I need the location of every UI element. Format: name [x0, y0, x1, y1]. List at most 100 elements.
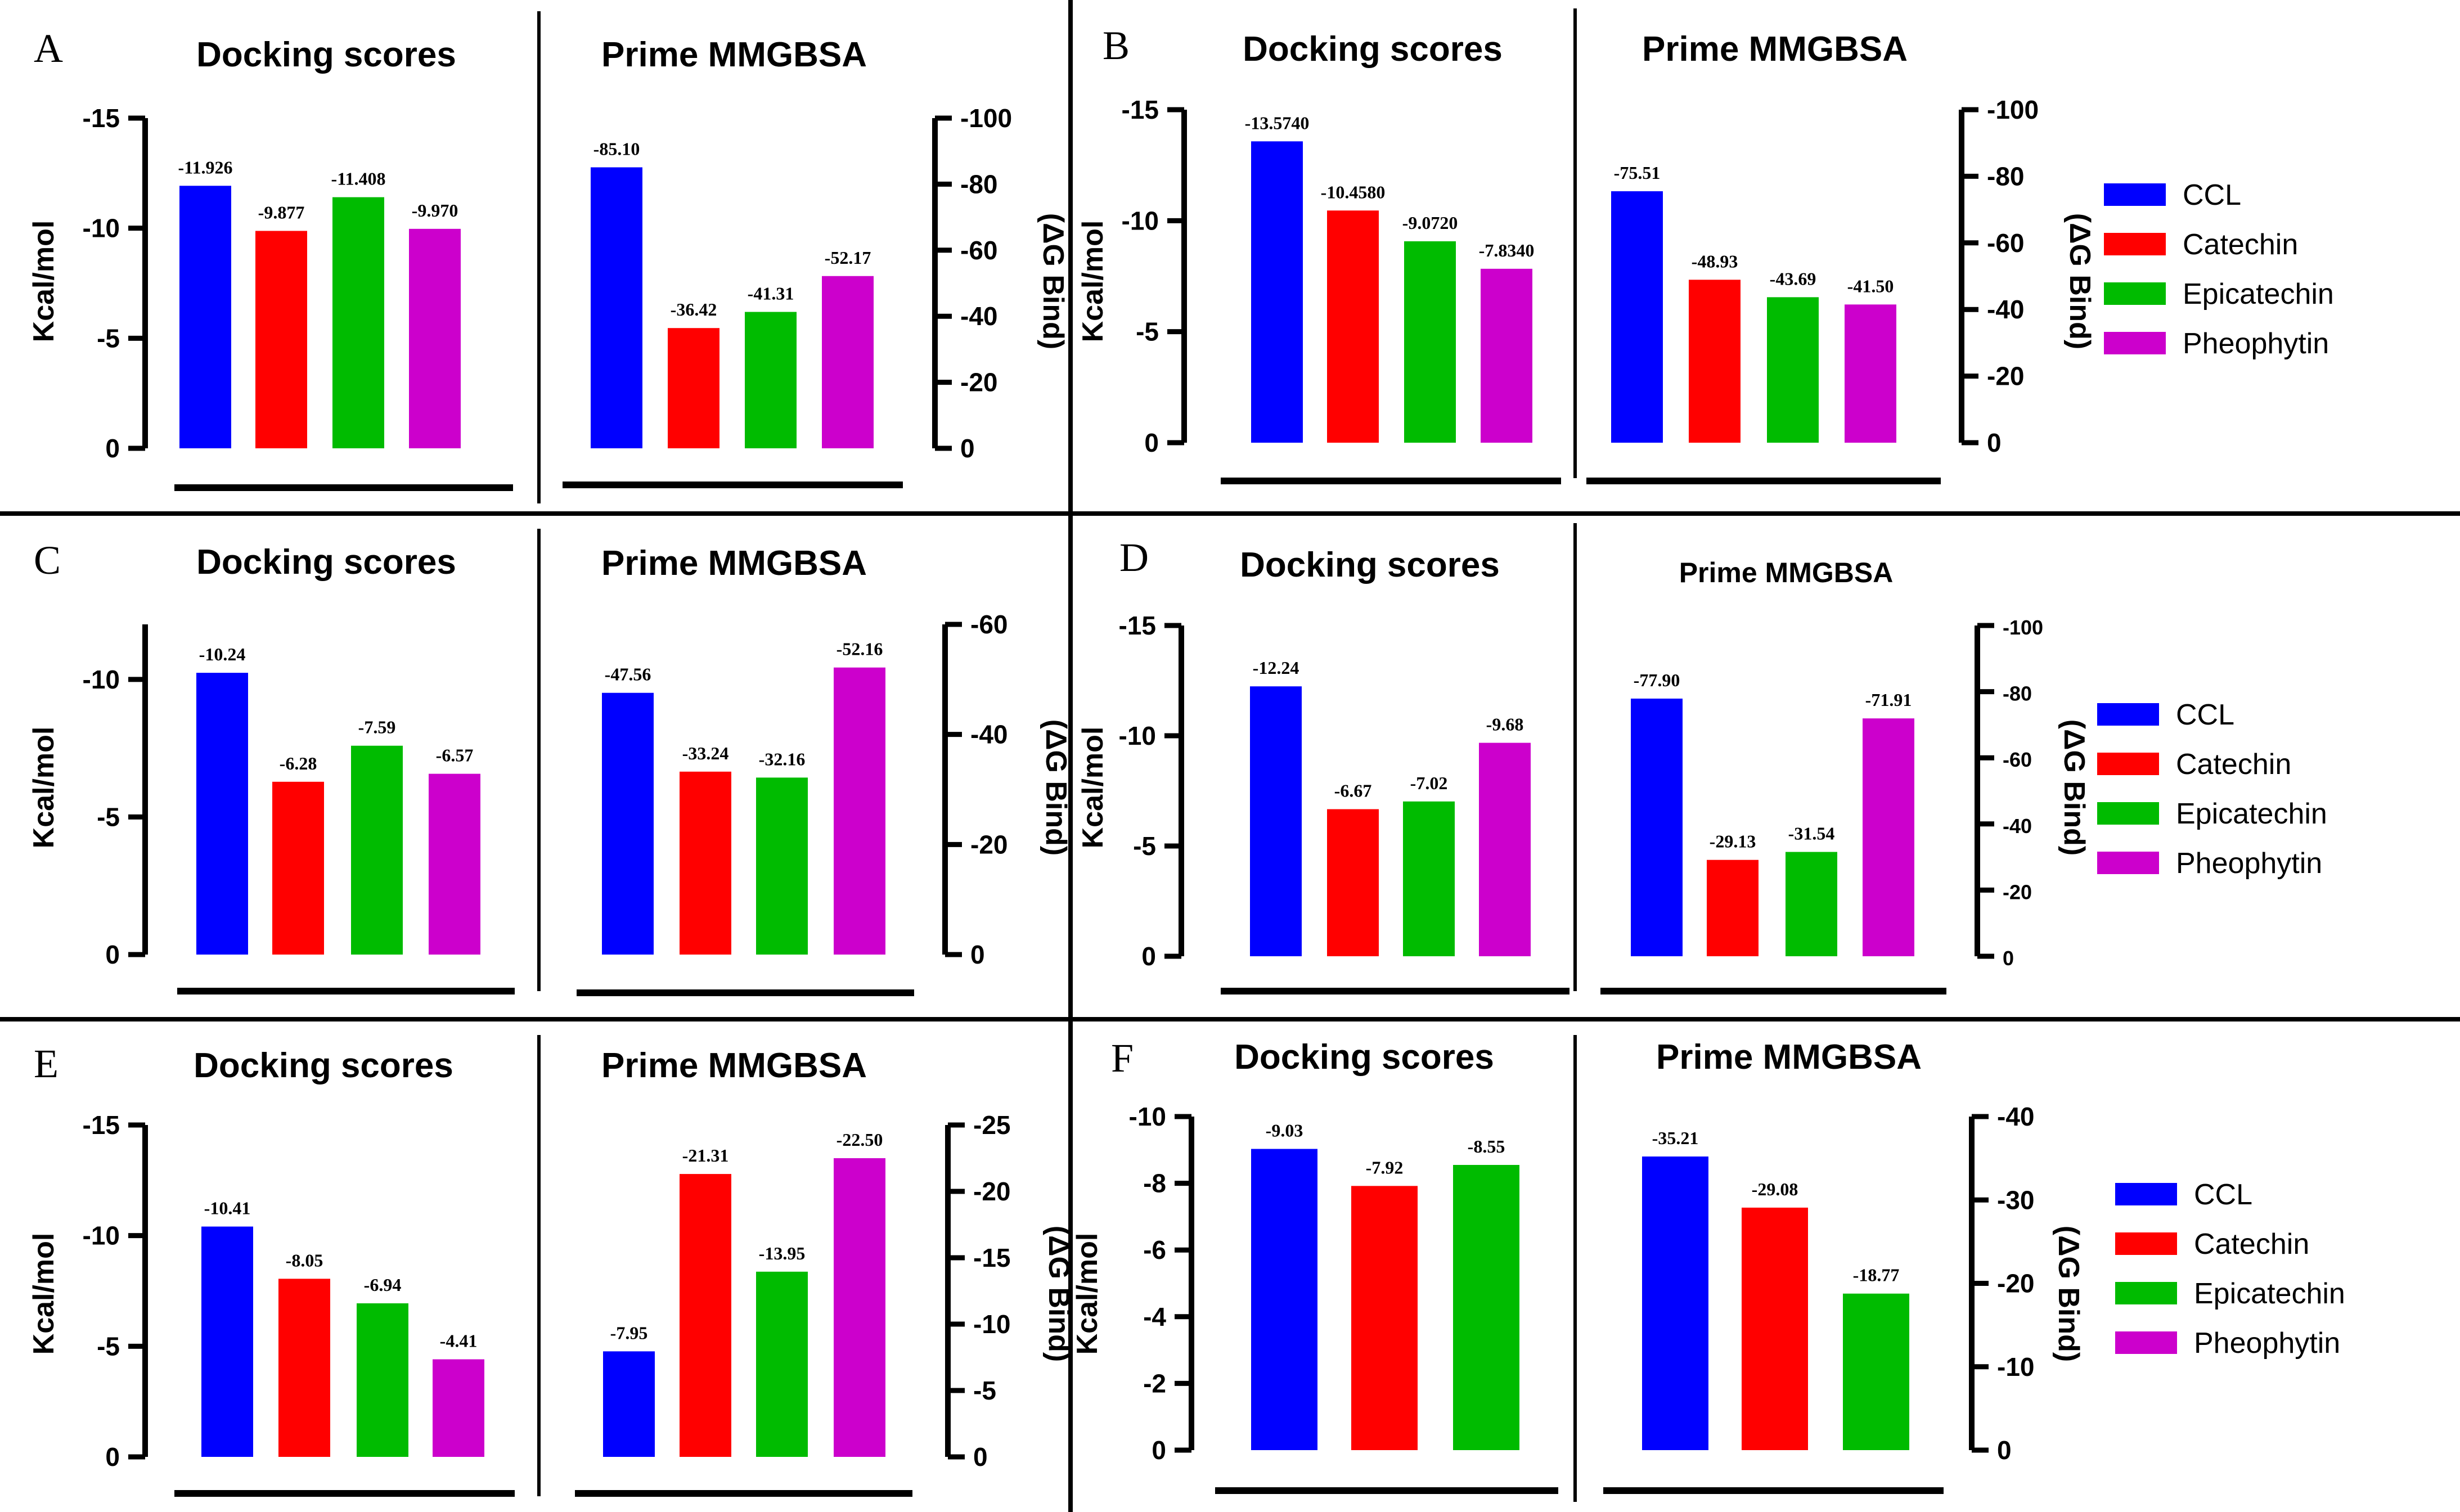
docking-data-label: -10.24 [199, 644, 246, 664]
legend-label-pheophytin: Pheophytin [2194, 1327, 2340, 1360]
docking-chart: Docking scores 0 -5 -10 -15 Kcal/mol -10.41 -8.… [28, 1046, 515, 1497]
panels-layer: A Docking scores 0 -5 -10 -15 Kcal/mol -11.926 -… [28, 8, 2096, 1502]
mmgbsa-bar-catechin [1742, 1207, 1808, 1450]
mmgbsa-data-label: -47.56 [605, 664, 651, 685]
docking-y-tick-label: 0 [105, 434, 120, 463]
docking-data-label: -9.970 [412, 200, 458, 220]
docking-y-tick-label: 0 [1144, 428, 1159, 457]
docking-y-tick-label: -5 [97, 802, 120, 831]
docking-y-axis-label: Kcal/mol [28, 727, 60, 849]
docking-bar-epicatechin [332, 197, 384, 448]
docking-title: Docking scores [1234, 1038, 1494, 1077]
mmgbsa-bar-pheophytin [834, 1158, 885, 1457]
mmgbsa-y-tick-label: -40 [1997, 1102, 2034, 1131]
docking-data-label: -7.8340 [1479, 240, 1535, 260]
docking-y-tick-label: -10 [1119, 721, 1156, 750]
docking-y-tick-label: 0 [1141, 942, 1156, 971]
docking-bar-pheophytin [409, 228, 461, 448]
panel-letter: D [1119, 535, 1149, 580]
docking-y-tick-label: -15 [83, 1110, 120, 1140]
mmgbsa-bar-ccl [602, 692, 654, 955]
docking-title: Docking scores [194, 1046, 453, 1085]
docking-y-tick-label: -5 [97, 323, 120, 353]
mmgbsa-y-tick-label: -20 [1987, 362, 2024, 391]
mmgbsa-y-axis-label: (ΔG Bind) [2058, 719, 2090, 856]
mmgbsa-data-label: -75.51 [1614, 163, 1661, 183]
docking-bar-epicatechin [351, 745, 403, 955]
mmgbsa-data-label: -18.77 [1853, 1265, 1900, 1285]
mmgbsa-y-tick-label: -25 [973, 1110, 1010, 1140]
docking-data-label: -9.03 [1266, 1120, 1303, 1141]
mmgbsa-bar-ccl [1611, 191, 1663, 443]
docking-data-label: -8.55 [1468, 1136, 1505, 1156]
legend-swatch-pheophytin [2115, 1331, 2177, 1354]
docking-data-label: -7.92 [1366, 1157, 1404, 1177]
docking-data-label: -7.59 [358, 717, 396, 737]
mmgbsa-data-label: -71.91 [1865, 690, 1912, 710]
legend-label-catechin: Catechin [2194, 1228, 2309, 1261]
legend-d: CCL Catechin Epicatechin Pheophytin [2097, 699, 2327, 880]
legend-label-pheophytin: Pheophytin [2183, 327, 2329, 360]
mmgbsa-y-tick-label: -40 [970, 720, 1008, 749]
mmgbsa-bar-pheophytin [1845, 304, 1896, 443]
panel-a: A Docking scores 0 -5 -10 -15 Kcal/mol -11.926 -… [28, 11, 1069, 503]
mmgbsa-y-tick-label: -40 [1987, 295, 2024, 324]
legend-label-ccl: CCL [2176, 699, 2234, 731]
mmgbsa-y-tick-label: -60 [2003, 748, 2032, 771]
docking-chart: Docking scores 0 -5 -10 -15 Kcal/mol -13.5740 -… [1077, 30, 1561, 484]
mmgbsa-y-tick-label: -60 [960, 236, 997, 265]
docking-title: Docking scores [196, 35, 456, 74]
docking-y-tick-label: -10 [1129, 1102, 1166, 1131]
mmgbsa-chart: Prime MMGBSA 0 -5 -10 -15 -20 -25 (ΔG Bind) -7.9… [575, 1046, 1075, 1497]
mmgbsa-data-label: -13.95 [759, 1243, 806, 1263]
docking-bar-pheophytin [433, 1359, 484, 1457]
panel-d: D Docking scores 0 -5 -10 -15 Kcal/mol -12.24 -6… [1077, 523, 2090, 994]
panel-letter: E [34, 1041, 59, 1086]
docking-y-tick-label: -10 [83, 665, 120, 694]
mmgbsa-data-label: -32.16 [759, 749, 806, 769]
docking-bar-catechin [1351, 1186, 1418, 1450]
panel-c: C Docking scores 0 -5 -10 Kcal/mol -10.24 -6.28… [28, 529, 1072, 996]
legend-label-ccl: CCL [2183, 179, 2241, 212]
mmgbsa-y-tick-label: -20 [973, 1177, 1010, 1206]
legend-swatch-ccl [2115, 1183, 2177, 1205]
panel-letter: B [1103, 23, 1130, 68]
panel-letter: C [34, 538, 61, 583]
docking-y-axis-label: Kcal/mol [1071, 1233, 1104, 1355]
docking-bar-ccl [1250, 686, 1302, 956]
mmgbsa-title: Prime MMGBSA [1642, 30, 1908, 69]
docking-bar-pheophytin [1481, 268, 1532, 443]
docking-y-axis-label: Kcal/mol [1077, 220, 1109, 343]
docking-bar-epicatechin [1453, 1164, 1519, 1450]
legend-label-epicatechin: Epicatechin [2183, 278, 2334, 310]
docking-y-tick-label: -8 [1143, 1169, 1166, 1198]
mmgbsa-data-label: -7.95 [610, 1322, 648, 1343]
docking-bar-ccl [1251, 141, 1303, 443]
docking-y-tick-label: -5 [1133, 831, 1156, 861]
docking-chart: Docking scores 0 -2 -4 -6 -8 -10 Kcal/mol -9.03 -… [1071, 1038, 1558, 1494]
docking-y-tick-label: -4 [1143, 1302, 1166, 1331]
legends-layer: CCL Catechin Epicatechin Pheophytin CCL Catec… [2097, 179, 2345, 1360]
docking-title: Docking scores [1243, 30, 1503, 69]
legend-label-ccl: CCL [2194, 1178, 2252, 1211]
legend-label-pheophytin: Pheophytin [2176, 847, 2322, 880]
mmgbsa-y-tick-label: -80 [1987, 161, 2024, 191]
docking-bar-ccl [201, 1226, 253, 1457]
docking-data-label: -9.877 [258, 202, 305, 222]
legend-swatch-catechin [2104, 233, 2166, 255]
mmgbsa-y-tick-label: -100 [960, 104, 1012, 133]
docking-bar-catechin [1327, 210, 1379, 443]
docking-bar-ccl [196, 673, 248, 955]
mmgbsa-data-label: -52.17 [825, 248, 871, 268]
mmgbsa-title: Prime MMGBSA [1656, 1038, 1922, 1077]
mmgbsa-bar-epicatechin [756, 1271, 808, 1457]
mmgbsa-y-tick-label: 0 [2003, 947, 2014, 970]
panel-letter: A [34, 26, 63, 71]
mmgbsa-y-tick-label: -40 [2003, 814, 2032, 838]
legend-label-epicatechin: Epicatechin [2194, 1277, 2345, 1310]
legend-swatch-catechin [2097, 753, 2159, 775]
mmgbsa-data-label: -41.50 [1847, 276, 1894, 296]
mmgbsa-bar-epicatechin [756, 777, 808, 955]
docking-chart: Docking scores 0 -5 -10 Kcal/mol -10.24 -6.28 -… [28, 543, 515, 994]
